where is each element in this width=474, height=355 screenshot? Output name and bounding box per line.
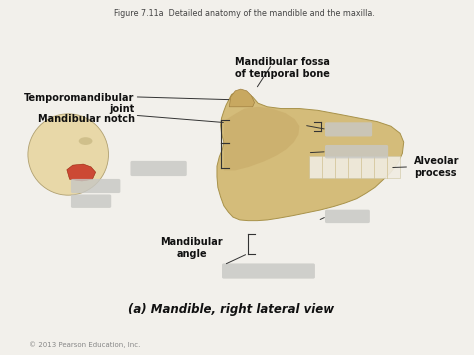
Text: Alveolar
process: Alveolar process [414,156,459,178]
FancyBboxPatch shape [71,179,120,193]
Text: Mandibular fossa
of temporal bone: Mandibular fossa of temporal bone [235,57,330,79]
Polygon shape [67,164,96,181]
Text: (a) Mandible, right lateral view: (a) Mandible, right lateral view [128,303,334,316]
Polygon shape [229,89,255,107]
FancyBboxPatch shape [325,210,370,223]
Ellipse shape [79,137,92,145]
Polygon shape [224,107,300,170]
FancyBboxPatch shape [222,263,315,279]
FancyBboxPatch shape [325,145,388,158]
Ellipse shape [28,114,109,195]
FancyBboxPatch shape [71,195,111,208]
Text: Temporomandibular
joint: Temporomandibular joint [24,93,135,114]
Text: Mandibular
angle: Mandibular angle [161,237,223,258]
Text: Figure 7.11a  Detailed anatomy of the mandible and the maxilla.: Figure 7.11a Detailed anatomy of the man… [114,9,375,18]
Polygon shape [217,91,404,221]
Text: Mandibular notch: Mandibular notch [37,114,135,124]
Polygon shape [309,156,400,178]
FancyBboxPatch shape [130,161,187,176]
Text: © 2013 Pearson Education, Inc.: © 2013 Pearson Education, Inc. [29,341,141,348]
FancyBboxPatch shape [325,122,372,136]
